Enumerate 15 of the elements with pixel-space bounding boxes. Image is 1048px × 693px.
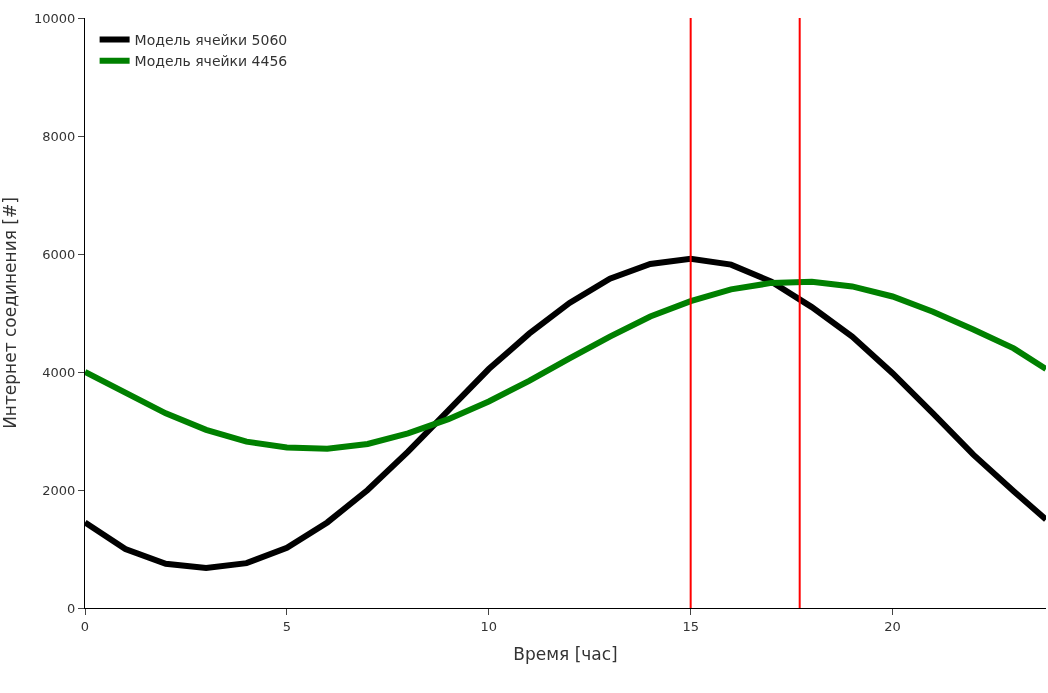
y-tick-label: 10000 (34, 10, 76, 26)
x-tick-label: 0 (80, 618, 90, 634)
legend-label: Модель ячейки 4456 (134, 53, 288, 70)
y-tick-label: 2000 (42, 482, 76, 498)
y-tick-label: 0 (67, 600, 76, 616)
y-tick-label: 4000 (42, 364, 76, 380)
x-tick-label: 10 (480, 618, 498, 634)
y-tick-label: 6000 (42, 246, 76, 262)
x-tick-label: 15 (682, 618, 699, 634)
y-tick-label: 8000 (42, 128, 76, 144)
x-tick-label: 20 (884, 618, 901, 634)
legend-label: Модель ячейки 5060 (134, 31, 288, 48)
y-axis-title: Интернет соединения [#] (0, 197, 20, 429)
x-tick-label: 5 (282, 618, 292, 634)
x-axis-title: Время [час] (513, 644, 618, 664)
